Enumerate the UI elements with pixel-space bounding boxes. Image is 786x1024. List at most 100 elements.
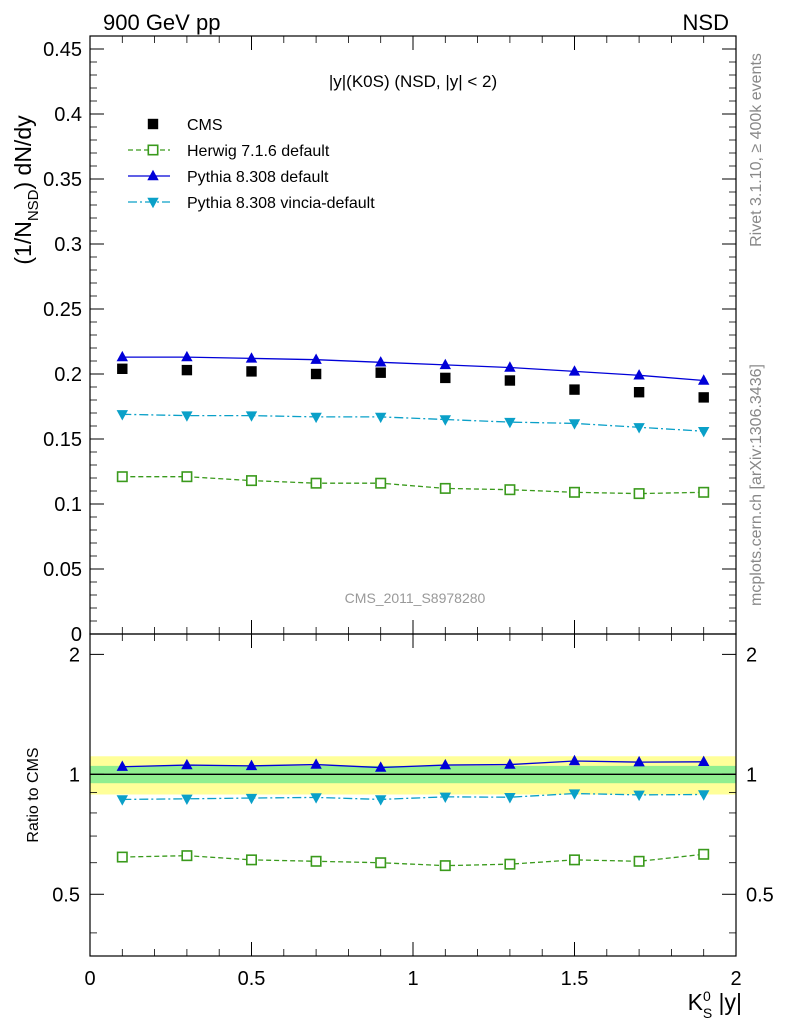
xlabel-sub: S <box>703 1005 712 1021</box>
main-series-0-point <box>375 367 386 378</box>
main-series-2-point <box>245 352 258 363</box>
main-ytick-label: 0.4 <box>54 104 82 126</box>
main-series-0-point <box>117 363 128 374</box>
main-series-1-point <box>698 486 710 498</box>
xlabel-rest: |y| <box>712 989 742 1015</box>
ratio-series-2-point <box>310 793 322 804</box>
main-series-2-point <box>439 358 451 370</box>
ratio-xlabel: K0 S |y| <box>688 988 742 1021</box>
main-series-1-point <box>504 484 516 496</box>
main-ytick-label: 0 <box>71 624 82 646</box>
ratio-series-1-point <box>310 758 322 769</box>
ratio-series-1-point <box>245 759 258 771</box>
ratio-series-2-point <box>698 790 710 801</box>
main-series-1-point <box>246 475 258 487</box>
main-series-3-point <box>116 410 128 421</box>
ratio-series-2-point <box>375 795 387 806</box>
main-ytick-label: 0.25 <box>43 299 82 321</box>
ratio-xtick-label: 0.5 <box>238 968 266 990</box>
ratio-plot-marks <box>116 754 710 872</box>
main-series-3-point <box>633 423 645 434</box>
ratio-xtick-label: 2 <box>730 968 741 990</box>
ratio-series-2-point <box>504 793 516 804</box>
ratio-ytick-label: 0.5 <box>52 884 80 906</box>
main-series-3-point <box>310 412 322 424</box>
ratio-series-1-point <box>116 760 128 771</box>
ratio-series-1-point <box>568 754 581 766</box>
ratio-series-1-point <box>181 758 193 770</box>
ratio-plot-area <box>90 756 736 795</box>
ratio-series-0-point <box>633 855 645 867</box>
ratio-series-1-point <box>504 758 516 769</box>
ratio-xtick-label: 1 <box>407 968 418 990</box>
main-series-3-point <box>181 411 193 422</box>
main-series-1-point <box>310 477 322 489</box>
main-ytick-label: 0.45 <box>43 39 82 61</box>
legend-marker <box>147 118 159 130</box>
main-series-3-point <box>375 412 387 424</box>
main-series-2-point <box>633 369 645 380</box>
main-series-1-point <box>181 471 193 483</box>
main-plot-marks <box>116 350 710 500</box>
legend-entry: Pythia 8.308 default <box>187 169 329 186</box>
main-series-0-point <box>504 375 516 386</box>
ratio-series-0-point <box>504 858 516 870</box>
main-title: |y|(K0S) (NSD, |y| < 2) <box>329 72 497 91</box>
main-series-0-point <box>246 366 257 377</box>
main-series-1-point <box>568 486 580 498</box>
main-series-2-point <box>375 356 387 367</box>
main-ytick-label: 0.15 <box>43 429 82 451</box>
ratio-ylabel: Ratio to CMS <box>25 747 42 842</box>
main-ytick-label: 0.1 <box>54 494 82 516</box>
main-series-2-point <box>116 350 128 362</box>
main-ytick-label: 0.3 <box>54 234 82 256</box>
legend-entry: Herwig 7.1.6 default <box>187 143 330 160</box>
legend-marker <box>147 169 159 181</box>
analysis-watermark: CMS_2011_S8978280 <box>345 590 486 606</box>
xlabel-k: K <box>688 989 704 1015</box>
ratio-series-0-point <box>181 850 193 862</box>
header-right: NSD <box>683 10 729 35</box>
main-series-1-point <box>439 482 451 494</box>
ratio-series-1-line <box>122 760 704 769</box>
main-series-2-point <box>181 350 193 362</box>
legend-entry: CMS <box>187 117 223 134</box>
main-series-2-line <box>122 356 704 382</box>
ratio-ytick-label-right: 2 <box>746 644 757 666</box>
main-series-0-point <box>310 368 322 380</box>
main-series-3-point <box>698 427 710 438</box>
ratio-series-2-point <box>245 793 258 805</box>
main-series-0-point <box>698 392 709 403</box>
ratio-series-0-point <box>246 854 258 866</box>
main-ytick-label: 0.35 <box>43 169 82 191</box>
ratio-series-1-point <box>375 761 387 772</box>
header-left: 900 GeV pp <box>103 10 220 35</box>
legend-entry: Pythia 8.308 vincia-default <box>187 195 375 212</box>
ratio-series-1-point <box>698 755 710 767</box>
ratio-series-0-point <box>116 851 128 863</box>
rivet-label: Rivet 3.1.10, ≥ 400k events <box>748 53 765 247</box>
ratio-series-1-point <box>439 758 451 770</box>
legend-marker <box>147 144 159 156</box>
main-series-1-point <box>633 488 645 500</box>
ratio-series-0-point <box>375 857 387 869</box>
main-ylabel-sub: NSD <box>25 189 42 221</box>
main-series-1-point <box>375 477 387 489</box>
main-ylabel: (1/NNSD) dN/dy <box>10 115 42 265</box>
main-series-1-point <box>116 471 128 483</box>
ratio-ytick-label: 1 <box>69 764 80 786</box>
ratio-series-0-point <box>698 848 710 860</box>
ratio-series-0-point <box>310 855 322 867</box>
ratio-ytick-label: 2 <box>69 644 80 666</box>
main-series-2-point <box>310 353 322 364</box>
ratio-series-2-line <box>122 792 704 801</box>
main-series-3-point <box>245 411 258 422</box>
ratio-xtick-label: 1.5 <box>561 968 589 990</box>
ratio-series-2-point <box>439 792 451 804</box>
ratio-series-2-point <box>181 794 193 806</box>
main-series-3-point <box>568 419 581 430</box>
ratio-series-0-point <box>439 860 451 872</box>
main-series-3-line <box>122 413 704 432</box>
main-series-3-point <box>439 415 451 426</box>
